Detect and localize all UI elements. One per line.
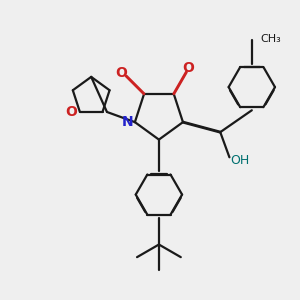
Text: CH₃: CH₃	[261, 34, 281, 44]
Text: O: O	[115, 66, 127, 80]
Text: O: O	[65, 105, 77, 119]
Text: O: O	[182, 61, 194, 75]
Text: N: N	[122, 115, 133, 129]
Text: OH: OH	[230, 154, 249, 167]
